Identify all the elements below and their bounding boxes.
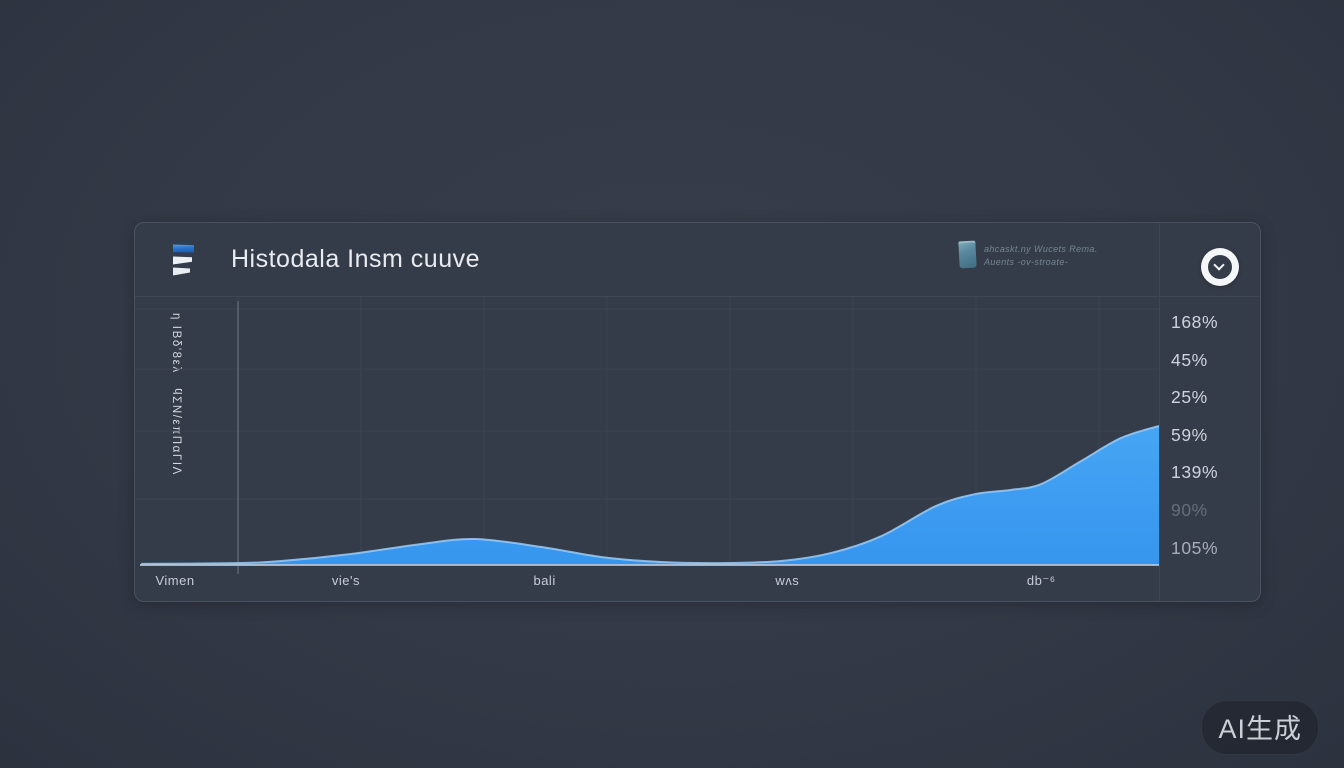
- x-axis-label: vie's: [332, 573, 360, 588]
- right-axis-label: 45%: [1171, 349, 1208, 370]
- collapse-button[interactable]: [1201, 248, 1239, 286]
- x-axis-label: Vimen: [155, 573, 194, 588]
- right-panel-divider: [1159, 223, 1160, 601]
- right-axis-label: 59%: [1171, 424, 1208, 445]
- chart-card: Histodala Insm cuuve ahcaskt.ny Wucets R…: [134, 222, 1261, 602]
- ai-watermark-text: AI生成: [1218, 714, 1302, 744]
- x-axis-label: bali: [533, 573, 555, 588]
- chevron-down-icon: [1208, 255, 1232, 279]
- meta-line-2: Auents -ov-stroate-: [984, 256, 1069, 267]
- chart-title: Histodala Insm cuuve: [231, 245, 481, 273]
- stacked-bars-logo-icon: [173, 243, 197, 277]
- area-chart: Vimen vie's bali wʌs db⁻⁶: [135, 297, 1159, 588]
- ai-watermark-badge: AI生成: [1201, 700, 1319, 755]
- right-axis-label: 168%: [1171, 312, 1219, 332]
- card-header: Histodala Insm cuuve ahcaskt.ny Wucets R…: [135, 223, 1260, 297]
- right-axis-labels: 168% 45% 25% 59% 139% 90% 105%: [1171, 223, 1255, 601]
- right-axis-label: 25%: [1171, 387, 1208, 408]
- x-axis-label: wʌs: [774, 573, 799, 588]
- header-meta: ahcaskt.ny Wucets Rema. Auents -ov-stroa…: [958, 240, 1098, 269]
- right-axis-label: 105%: [1171, 537, 1219, 558]
- document-icon: [958, 240, 977, 269]
- x-axis-label: db⁻⁶: [1027, 573, 1056, 588]
- meta-line-1: ahcaskt.ny Wucets Rema.: [984, 244, 1098, 254]
- right-axis-label: 90%: [1171, 500, 1208, 520]
- right-axis-label: 139%: [1171, 462, 1219, 483]
